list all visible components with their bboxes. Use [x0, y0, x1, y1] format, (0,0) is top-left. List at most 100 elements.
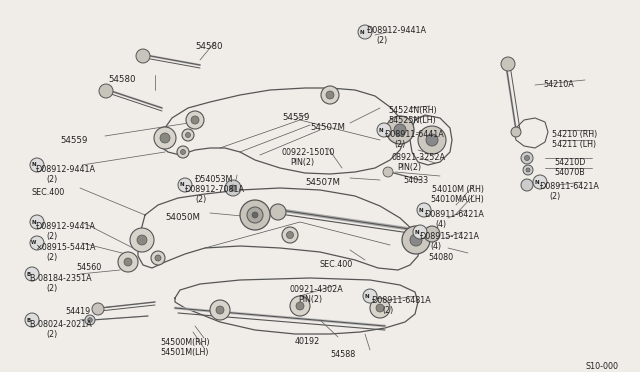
Circle shape — [252, 212, 258, 218]
Circle shape — [88, 318, 92, 322]
Circle shape — [191, 116, 199, 124]
Circle shape — [394, 124, 406, 136]
Text: N: N — [379, 128, 383, 132]
Text: N: N — [32, 163, 36, 167]
Circle shape — [160, 133, 170, 143]
Circle shape — [25, 267, 39, 281]
Text: Ð08912-9441A: Ð08912-9441A — [36, 165, 96, 174]
Text: 54501M(LH): 54501M(LH) — [160, 348, 209, 357]
Circle shape — [501, 57, 515, 71]
Text: SEC.400: SEC.400 — [32, 188, 65, 197]
Text: B 08184-2351A: B 08184-2351A — [30, 274, 92, 283]
Circle shape — [225, 180, 241, 196]
Text: ×08915-5441A: ×08915-5441A — [36, 243, 97, 252]
Text: (4): (4) — [435, 220, 446, 229]
Text: N: N — [180, 183, 184, 187]
Circle shape — [383, 167, 393, 177]
Circle shape — [270, 204, 286, 220]
Circle shape — [426, 134, 438, 146]
Text: Ð08911-6481A: Ð08911-6481A — [372, 296, 432, 305]
Text: 54560: 54560 — [76, 263, 101, 272]
Circle shape — [182, 129, 194, 141]
Circle shape — [177, 146, 189, 158]
Circle shape — [178, 178, 192, 192]
Text: 54500M(RH): 54500M(RH) — [160, 338, 210, 347]
Circle shape — [247, 207, 263, 223]
Text: 54211 (LH): 54211 (LH) — [552, 140, 596, 149]
Circle shape — [376, 304, 384, 312]
Text: 54507M: 54507M — [310, 123, 345, 132]
Text: 54033: 54033 — [403, 176, 428, 185]
Text: B: B — [27, 317, 31, 323]
Text: W: W — [31, 241, 36, 246]
Text: 40192: 40192 — [295, 337, 320, 346]
Text: 00922-15010: 00922-15010 — [282, 148, 335, 157]
Circle shape — [136, 49, 150, 63]
Text: 00921-4302A: 00921-4302A — [290, 285, 344, 294]
Text: 54524N(RH): 54524N(RH) — [388, 106, 436, 115]
Text: 54559: 54559 — [282, 113, 309, 122]
Text: 54419: 54419 — [65, 307, 90, 316]
Circle shape — [99, 84, 113, 98]
Circle shape — [130, 228, 154, 252]
Text: 54507M: 54507M — [305, 178, 340, 187]
Circle shape — [30, 215, 44, 229]
Circle shape — [124, 258, 132, 266]
Text: N: N — [415, 230, 419, 234]
Text: Ð08912-9441A: Ð08912-9441A — [36, 222, 96, 231]
Circle shape — [417, 203, 431, 217]
Circle shape — [370, 298, 390, 318]
Circle shape — [25, 313, 39, 327]
Text: Ð08911-6421A: Ð08911-6421A — [540, 182, 600, 191]
Circle shape — [413, 225, 427, 239]
Text: (2): (2) — [46, 175, 57, 184]
Text: 54580: 54580 — [195, 42, 223, 51]
Text: N: N — [534, 180, 540, 185]
Text: Ð08912-9441A: Ð08912-9441A — [367, 26, 427, 35]
Circle shape — [521, 152, 533, 164]
Text: 54580: 54580 — [108, 75, 136, 84]
Text: (2): (2) — [549, 192, 560, 201]
Text: (4): (4) — [430, 242, 441, 251]
Text: 54525N(LH): 54525N(LH) — [388, 116, 436, 125]
Text: (2): (2) — [46, 330, 57, 339]
Text: (2): (2) — [376, 36, 387, 45]
Circle shape — [523, 165, 533, 175]
Circle shape — [154, 127, 176, 149]
Circle shape — [321, 86, 339, 104]
Text: N: N — [32, 219, 36, 224]
Circle shape — [402, 226, 430, 254]
Text: Ð08911-6441A: Ð08911-6441A — [385, 130, 445, 139]
Text: N: N — [360, 29, 364, 35]
Circle shape — [155, 255, 161, 261]
Text: N: N — [365, 294, 369, 298]
Circle shape — [386, 116, 414, 144]
Circle shape — [282, 227, 298, 243]
Circle shape — [511, 127, 521, 137]
Circle shape — [533, 175, 547, 189]
Circle shape — [377, 123, 391, 137]
Text: (2): (2) — [394, 140, 405, 149]
Circle shape — [296, 302, 304, 310]
Text: S10-000: S10-000 — [585, 362, 618, 371]
Circle shape — [240, 200, 270, 230]
Text: B: B — [27, 272, 31, 276]
Circle shape — [137, 235, 147, 245]
Circle shape — [287, 231, 294, 238]
Circle shape — [290, 296, 310, 316]
Circle shape — [418, 126, 446, 154]
Text: SEC.400: SEC.400 — [320, 260, 353, 269]
Circle shape — [85, 315, 95, 325]
Circle shape — [180, 150, 186, 154]
Circle shape — [525, 155, 529, 160]
Text: (2): (2) — [382, 306, 393, 315]
Text: Ð54053M: Ð54053M — [195, 175, 234, 184]
Circle shape — [521, 179, 533, 191]
Circle shape — [186, 111, 204, 129]
Text: PIN(2): PIN(2) — [298, 295, 322, 304]
Text: (2): (2) — [46, 232, 57, 241]
Circle shape — [118, 252, 138, 272]
Text: 54010MA(LH): 54010MA(LH) — [430, 195, 484, 204]
Text: 54210 (RH): 54210 (RH) — [552, 130, 597, 139]
Text: PIN(2): PIN(2) — [397, 163, 421, 172]
